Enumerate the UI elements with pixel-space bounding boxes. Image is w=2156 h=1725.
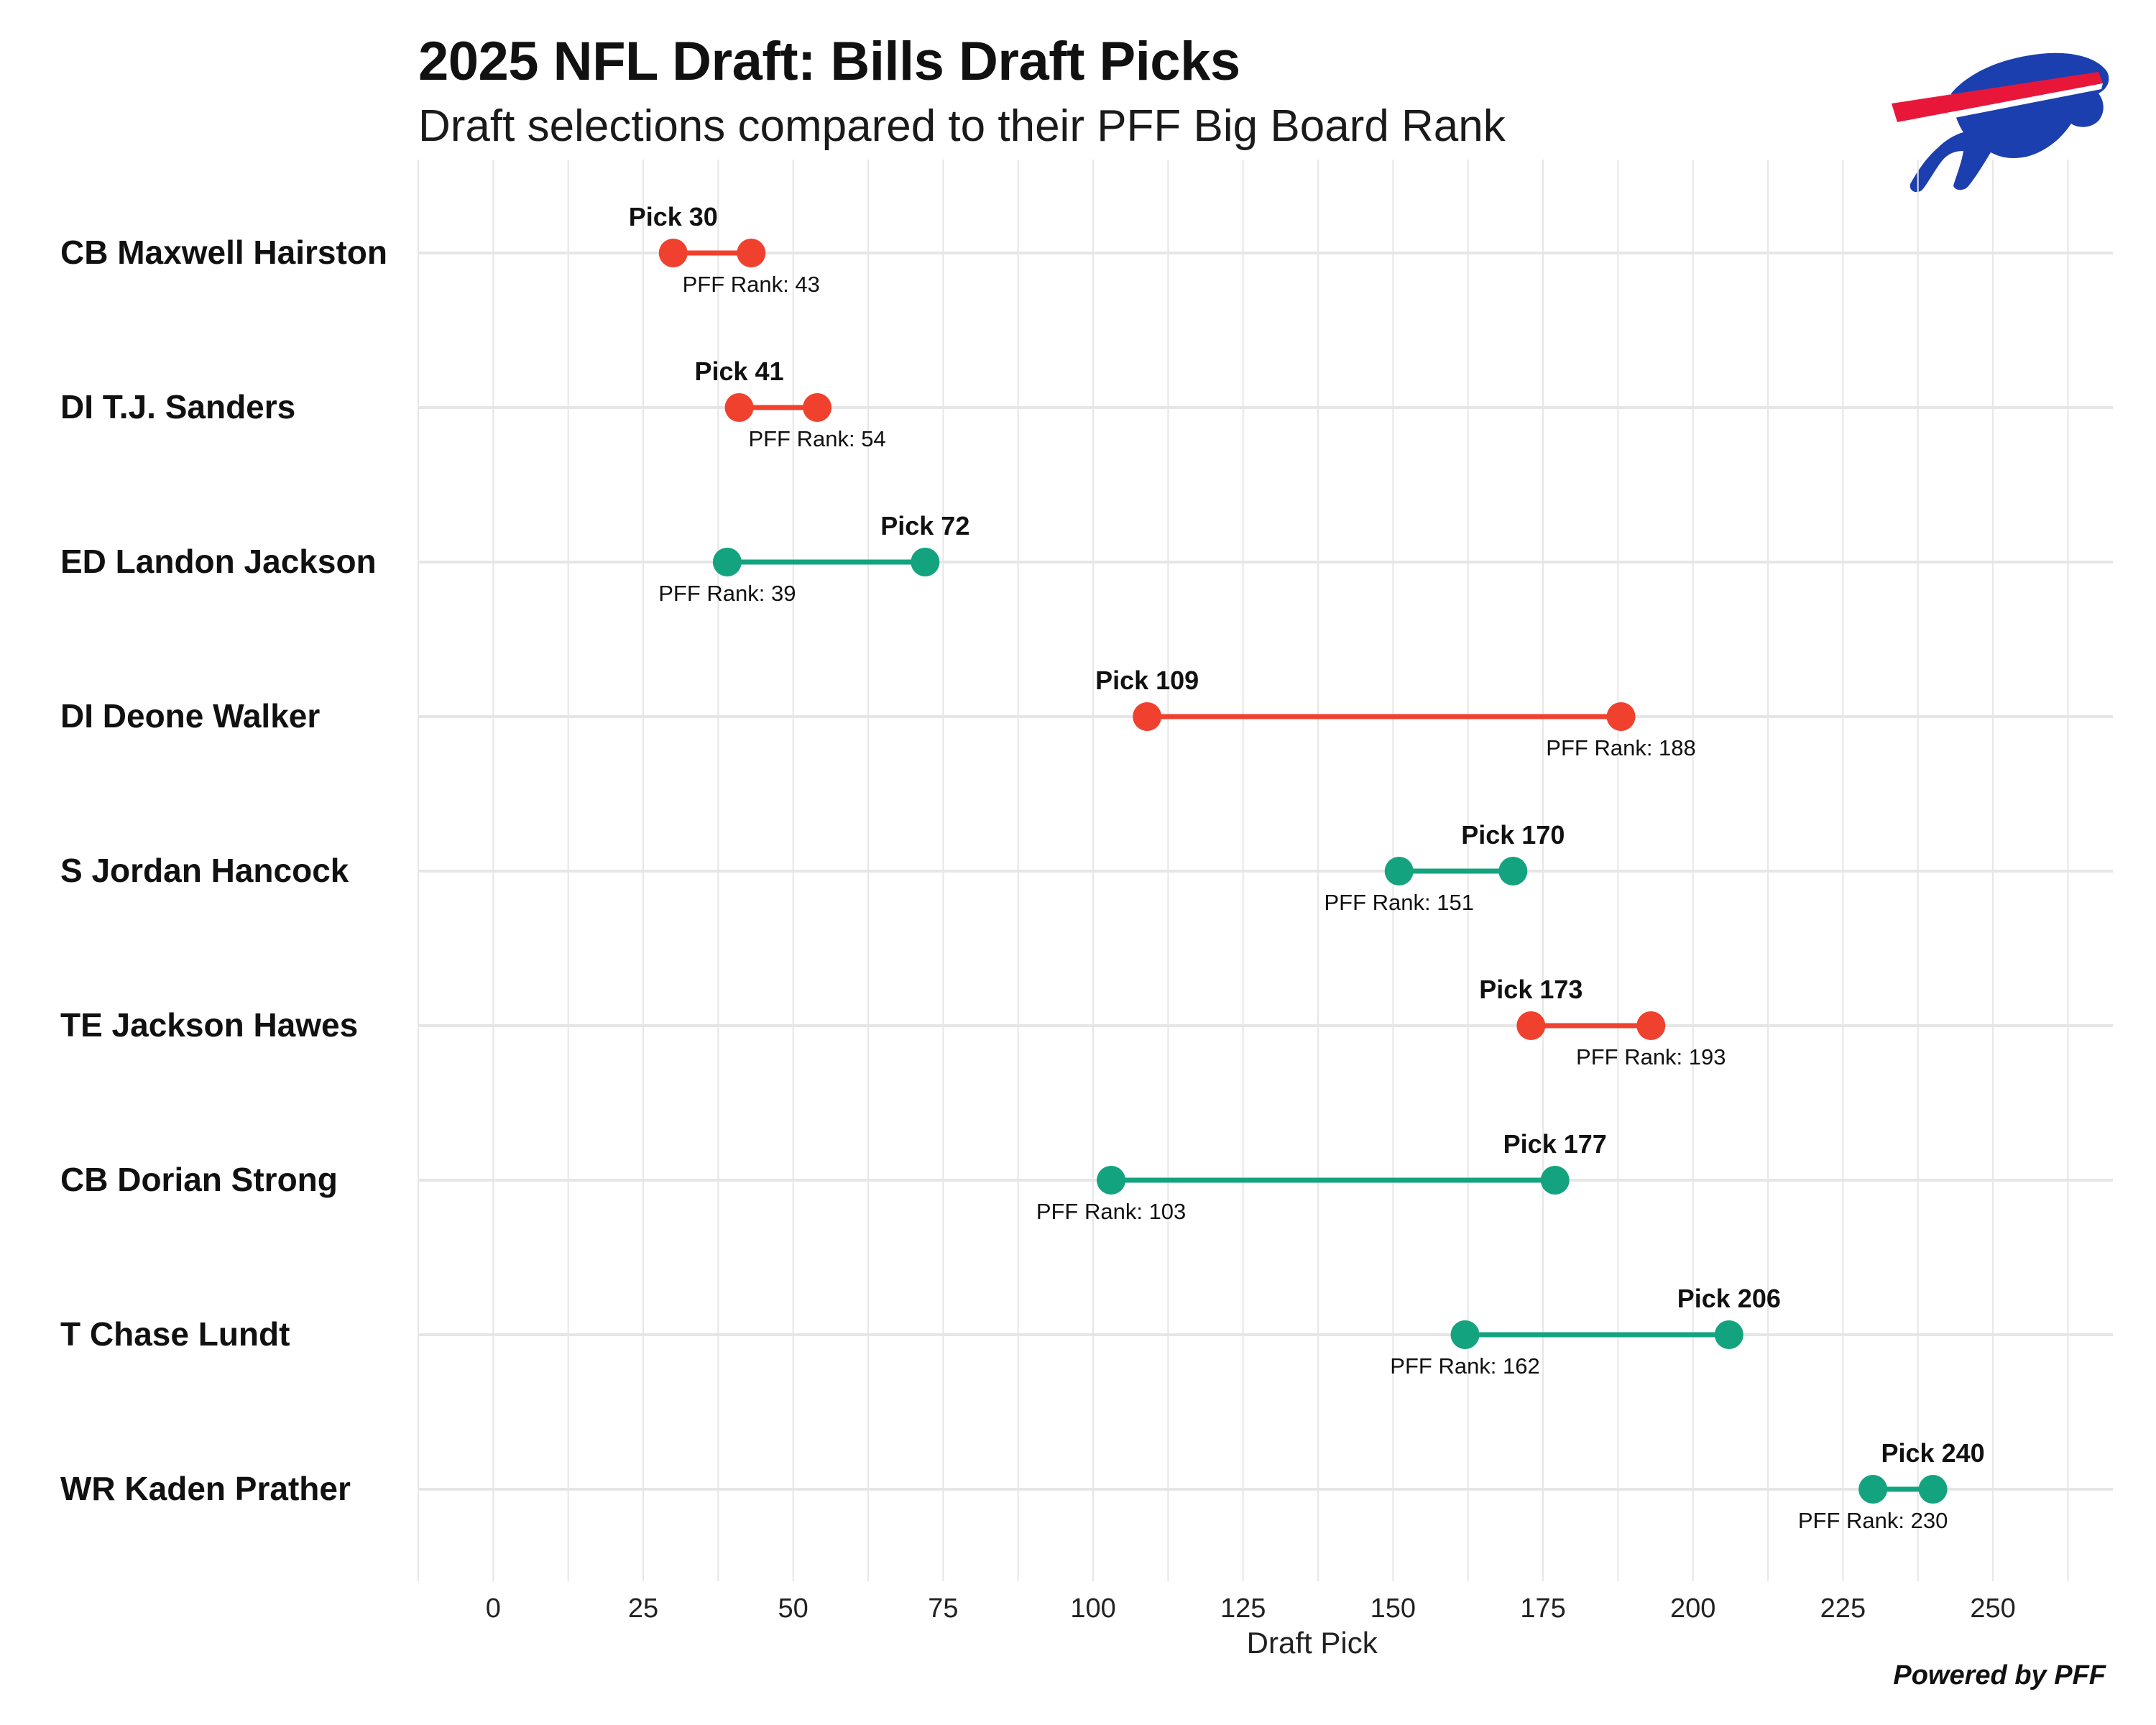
player-name-label: DI Deone Walker	[60, 697, 320, 735]
x-tick-label: 200	[1670, 1593, 1715, 1624]
player-name-label: T Chase Lundt	[60, 1315, 290, 1353]
player-name-label: DI T.J. Sanders	[60, 388, 295, 426]
pick-label: Pick 72	[880, 511, 969, 540]
pff-rank-dot	[1858, 1475, 1888, 1504]
pff-rank-label: PFF Rank: 162	[1390, 1353, 1539, 1379]
draft-pick-dot	[911, 548, 940, 576]
x-tick-label: 175	[1520, 1593, 1565, 1624]
player-name-label: TE Jackson Hawes	[60, 1006, 358, 1044]
player-name-label: S Jordan Hancock	[60, 852, 349, 889]
pff-rank-label: PFF Rank: 188	[1546, 735, 1695, 760]
pff-rank-dot	[737, 239, 766, 267]
x-tick-label: 150	[1370, 1593, 1416, 1624]
pff-rank-dot	[1384, 857, 1414, 886]
pff-rank-dot	[1450, 1320, 1480, 1349]
draft-pick-dot	[658, 239, 688, 267]
bills-buffalo-logo-icon	[1892, 52, 2109, 193]
pff-rank-dot	[712, 548, 742, 576]
x-tick-label: 225	[1820, 1593, 1866, 1624]
x-tick-label: 25	[628, 1593, 658, 1624]
draft-pick-dot	[1918, 1475, 1948, 1504]
chart-title: 2025 NFL Draft: Bills Draft Picks	[418, 31, 1240, 92]
pick-label: Pick 109	[1095, 666, 1199, 695]
pff-rank-dot	[1636, 1011, 1666, 1040]
pff-rank-label: PFF Rank: 103	[1036, 1199, 1186, 1224]
pff-rank-label: PFF Rank: 193	[1576, 1044, 1726, 1070]
pff-rank-label: PFF Rank: 39	[658, 581, 796, 606]
pick-label: Pick 177	[1503, 1129, 1607, 1159]
pick-label: Pick 30	[629, 202, 718, 231]
pick-label: Pick 240	[1881, 1438, 1985, 1468]
draft-pick-dot	[1133, 702, 1162, 731]
chart-subtitle: Draft selections compared to their PFF B…	[418, 101, 1506, 151]
footer-credit: Powered by PFF	[1893, 1660, 2106, 1690]
pick-label: Pick 170	[1461, 820, 1565, 850]
pff-rank-dot	[803, 393, 832, 422]
pff-rank-dot	[1097, 1166, 1126, 1195]
x-tick-label: 125	[1220, 1593, 1266, 1624]
player-name-label: WR Kaden Prather	[60, 1470, 351, 1507]
x-tick-label: 75	[928, 1593, 958, 1624]
pff-rank-label: PFF Rank: 230	[1798, 1508, 1948, 1533]
draft-pick-dot	[1516, 1011, 1546, 1040]
draft-pick-dot	[1540, 1166, 1570, 1195]
player-name-label: CB Maxwell Hairston	[60, 234, 387, 271]
draft-pick-dot	[724, 393, 754, 422]
pff-rank-label: PFF Rank: 151	[1324, 890, 1473, 915]
x-axis-title: Draft Pick	[1247, 1626, 1378, 1660]
pick-label: Pick 173	[1479, 975, 1583, 1004]
player-name-label: CB Dorian Strong	[60, 1161, 338, 1198]
pff-rank-dot	[1606, 702, 1636, 731]
pff-rank-label: PFF Rank: 54	[748, 426, 885, 451]
x-tick-label: 250	[1970, 1593, 2015, 1624]
x-tick-label: 100	[1070, 1593, 1115, 1624]
x-tick-label: 50	[778, 1593, 808, 1624]
pff-rank-label: PFF Rank: 43	[683, 272, 820, 297]
pick-label: Pick 206	[1677, 1284, 1781, 1313]
draft-pick-dot	[1498, 857, 1528, 886]
player-name-label: ED Landon Jackson	[60, 543, 377, 580]
draft-pick-dot	[1714, 1320, 1743, 1349]
pick-label: Pick 41	[695, 356, 784, 386]
x-tick-label: 0	[486, 1593, 501, 1624]
